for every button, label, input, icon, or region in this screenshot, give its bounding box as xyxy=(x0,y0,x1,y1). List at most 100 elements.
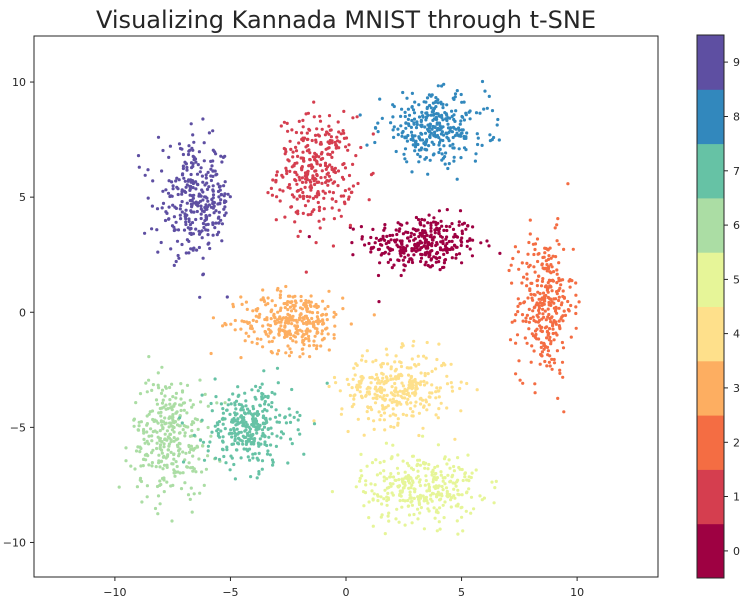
point-digit-8 xyxy=(446,136,450,141)
point-digit-7 xyxy=(262,425,267,429)
point-digit-7 xyxy=(251,419,255,423)
point-digit-9 xyxy=(225,295,229,299)
point-digit-7 xyxy=(239,403,243,407)
point-digit-3 xyxy=(266,334,270,338)
point-digit-1 xyxy=(275,170,279,174)
point-digit-8 xyxy=(424,148,428,152)
point-digit-7 xyxy=(261,396,265,400)
point-digit-7 xyxy=(221,440,225,444)
point-digit-7 xyxy=(251,414,255,418)
point-digit-1 xyxy=(359,145,363,150)
point-digit-8 xyxy=(374,126,378,130)
point-digit-2 xyxy=(523,336,527,340)
colorbar-label: 7 xyxy=(733,165,740,178)
point-digit-0 xyxy=(442,265,446,269)
point-digit-5 xyxy=(361,490,366,494)
point-digit-2 xyxy=(535,279,539,283)
point-digit-0 xyxy=(460,240,464,244)
point-digit-7 xyxy=(251,407,256,411)
point-digit-2 xyxy=(555,268,559,272)
point-digit-9 xyxy=(171,187,175,191)
point-digit-5 xyxy=(428,489,432,493)
point-digit-3 xyxy=(289,315,293,319)
point-digit-6 xyxy=(183,431,187,435)
point-digit-4 xyxy=(396,421,400,425)
point-digit-9 xyxy=(180,200,184,204)
point-digit-3 xyxy=(245,307,249,311)
point-digit-5 xyxy=(466,453,470,457)
point-digit-6 xyxy=(175,410,179,414)
point-digit-3 xyxy=(300,307,305,311)
point-digit-5 xyxy=(417,502,422,507)
point-digit-5 xyxy=(435,508,439,512)
point-digit-7 xyxy=(234,448,239,452)
point-digit-0 xyxy=(401,245,405,249)
point-digit-3 xyxy=(286,321,290,325)
point-digit-5 xyxy=(416,474,420,478)
point-digit-2 xyxy=(562,296,567,300)
point-digit-2 xyxy=(562,410,566,414)
point-digit-8 xyxy=(411,108,416,112)
point-digit-2 xyxy=(554,322,558,326)
point-digit-5 xyxy=(370,461,375,465)
point-digit-2 xyxy=(548,270,552,274)
point-digit-3 xyxy=(242,320,246,324)
point-digit-8 xyxy=(457,147,461,151)
point-digit-8 xyxy=(376,121,380,125)
point-digit-8 xyxy=(431,153,435,157)
point-digit-8 xyxy=(448,144,452,148)
point-digit-3 xyxy=(313,334,317,338)
point-digit-7 xyxy=(233,434,237,438)
point-digit-1 xyxy=(289,205,294,209)
point-digit-9 xyxy=(156,135,161,139)
point-digit-4 xyxy=(411,410,415,414)
point-digit-5 xyxy=(463,472,467,476)
point-digit-2 xyxy=(554,331,558,335)
point-digit-5 xyxy=(448,480,452,484)
point-digit-1 xyxy=(308,151,312,155)
point-digit-9 xyxy=(179,217,183,221)
point-digit-4 xyxy=(445,382,450,386)
point-digit-1 xyxy=(285,169,289,173)
point-digit-9 xyxy=(199,212,203,216)
point-digit-8 xyxy=(475,132,479,136)
point-digit-2 xyxy=(549,320,553,324)
point-digit-4 xyxy=(414,364,418,368)
point-digit-4 xyxy=(396,393,400,397)
point-digit-1 xyxy=(342,131,346,135)
point-digit-6 xyxy=(147,355,151,359)
point-digit-8 xyxy=(436,112,440,116)
point-digit-3 xyxy=(295,324,299,328)
point-digit-1 xyxy=(329,135,333,139)
point-digit-0 xyxy=(470,254,474,258)
point-digit-9 xyxy=(161,148,165,153)
point-digit-6 xyxy=(159,391,164,395)
point-digit-6 xyxy=(162,405,166,409)
point-digit-1 xyxy=(292,195,296,199)
point-digit-4 xyxy=(399,364,404,369)
point-digit-5 xyxy=(456,456,460,460)
point-digit-9 xyxy=(203,195,207,199)
point-digit-4 xyxy=(381,372,385,376)
point-digit-4 xyxy=(410,391,415,395)
point-digit-2 xyxy=(515,333,520,337)
point-digit-2 xyxy=(574,326,578,330)
point-digit-9 xyxy=(194,160,198,164)
point-digit-4 xyxy=(436,389,440,393)
point-digit-2 xyxy=(534,332,538,337)
point-digit-3 xyxy=(315,315,319,319)
point-digit-9 xyxy=(192,140,196,144)
point-digit-0 xyxy=(400,242,404,246)
point-digit-9 xyxy=(202,225,206,230)
point-digit-7 xyxy=(208,440,212,444)
point-digit-3 xyxy=(289,309,294,313)
point-digit-4 xyxy=(405,392,409,396)
colorbar-label: 5 xyxy=(733,273,740,286)
point-digit-1 xyxy=(308,158,312,162)
point-digit-7 xyxy=(228,412,232,416)
point-digit-8 xyxy=(438,147,442,151)
point-digit-2 xyxy=(547,360,552,364)
point-digit-5 xyxy=(388,482,392,486)
point-digit-0 xyxy=(412,233,416,237)
point-digit-9 xyxy=(175,239,180,243)
